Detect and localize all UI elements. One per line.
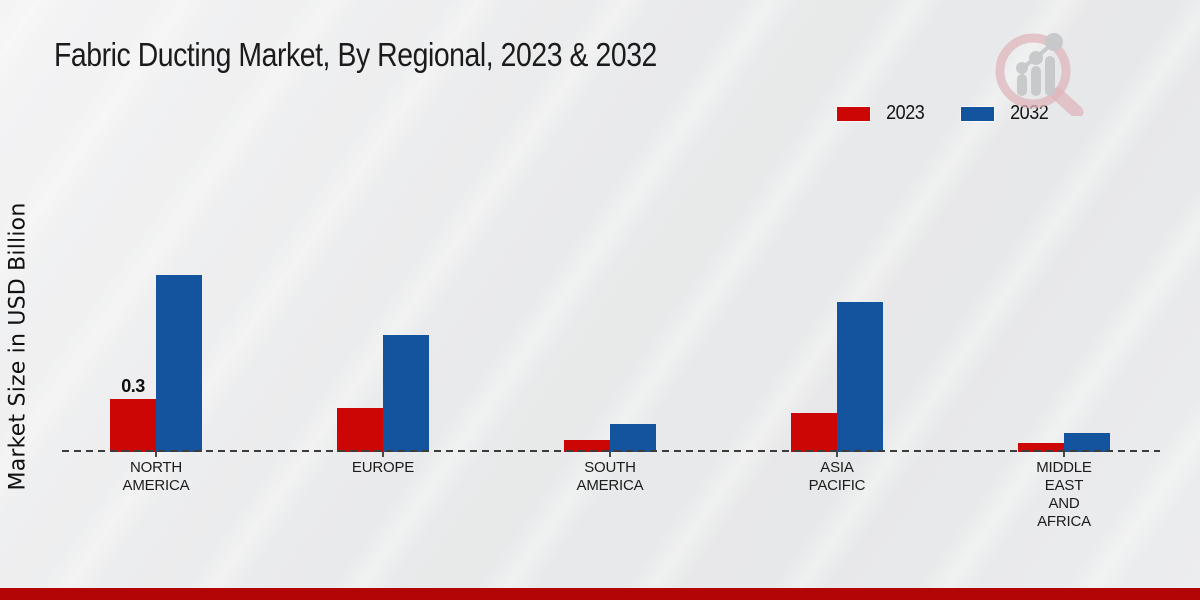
footer-accent-bar bbox=[0, 588, 1200, 600]
axis-tick bbox=[836, 452, 838, 457]
axis-tick bbox=[155, 452, 157, 457]
category-label-middle-east-and-africa: MIDDLE EAST AND AFRICA bbox=[1036, 459, 1092, 530]
category-label-north-america: NORTH AMERICA bbox=[122, 459, 190, 494]
legend-label-2023: 2023 bbox=[886, 102, 925, 124]
legend: 2023 2032 bbox=[837, 102, 1050, 125]
data-label-2023: 0.3 bbox=[121, 376, 145, 396]
bar-2023-asia-pacific bbox=[791, 413, 837, 452]
bar-2032-europe bbox=[383, 335, 429, 452]
axis-tick bbox=[382, 452, 384, 457]
chart-title: Fabric Ducting Market, By Regional, 2023… bbox=[54, 36, 657, 73]
bar-2032-middle-east-and-africa bbox=[1064, 433, 1110, 452]
axis-tick bbox=[1063, 452, 1065, 457]
axis-tick bbox=[609, 452, 611, 457]
bar-2023-south-america bbox=[564, 440, 610, 452]
y-axis-label: Market Size in USD Billion bbox=[5, 202, 31, 491]
category-label-europe: EUROPE bbox=[351, 459, 415, 476]
bar-2023-europe bbox=[337, 408, 383, 452]
legend-swatch-2023 bbox=[837, 106, 870, 121]
bar-2032-north-america bbox=[156, 275, 202, 452]
bar-2023-north-america bbox=[110, 399, 156, 452]
magnifier-chart-logo-icon bbox=[995, 33, 1084, 116]
x-axis-baseline bbox=[62, 450, 1160, 452]
category-label-asia-pacific: ASIA PACIFIC bbox=[808, 459, 866, 494]
legend-swatch-2032 bbox=[960, 106, 994, 121]
legend-item-2023: 2023 bbox=[837, 102, 927, 125]
bar-2032-asia-pacific bbox=[837, 302, 883, 452]
bar-2032-south-america bbox=[610, 424, 656, 452]
category-label-south-america: SOUTH AMERICA bbox=[576, 459, 644, 494]
bar-2023-middle-east-and-africa bbox=[1018, 443, 1064, 452]
